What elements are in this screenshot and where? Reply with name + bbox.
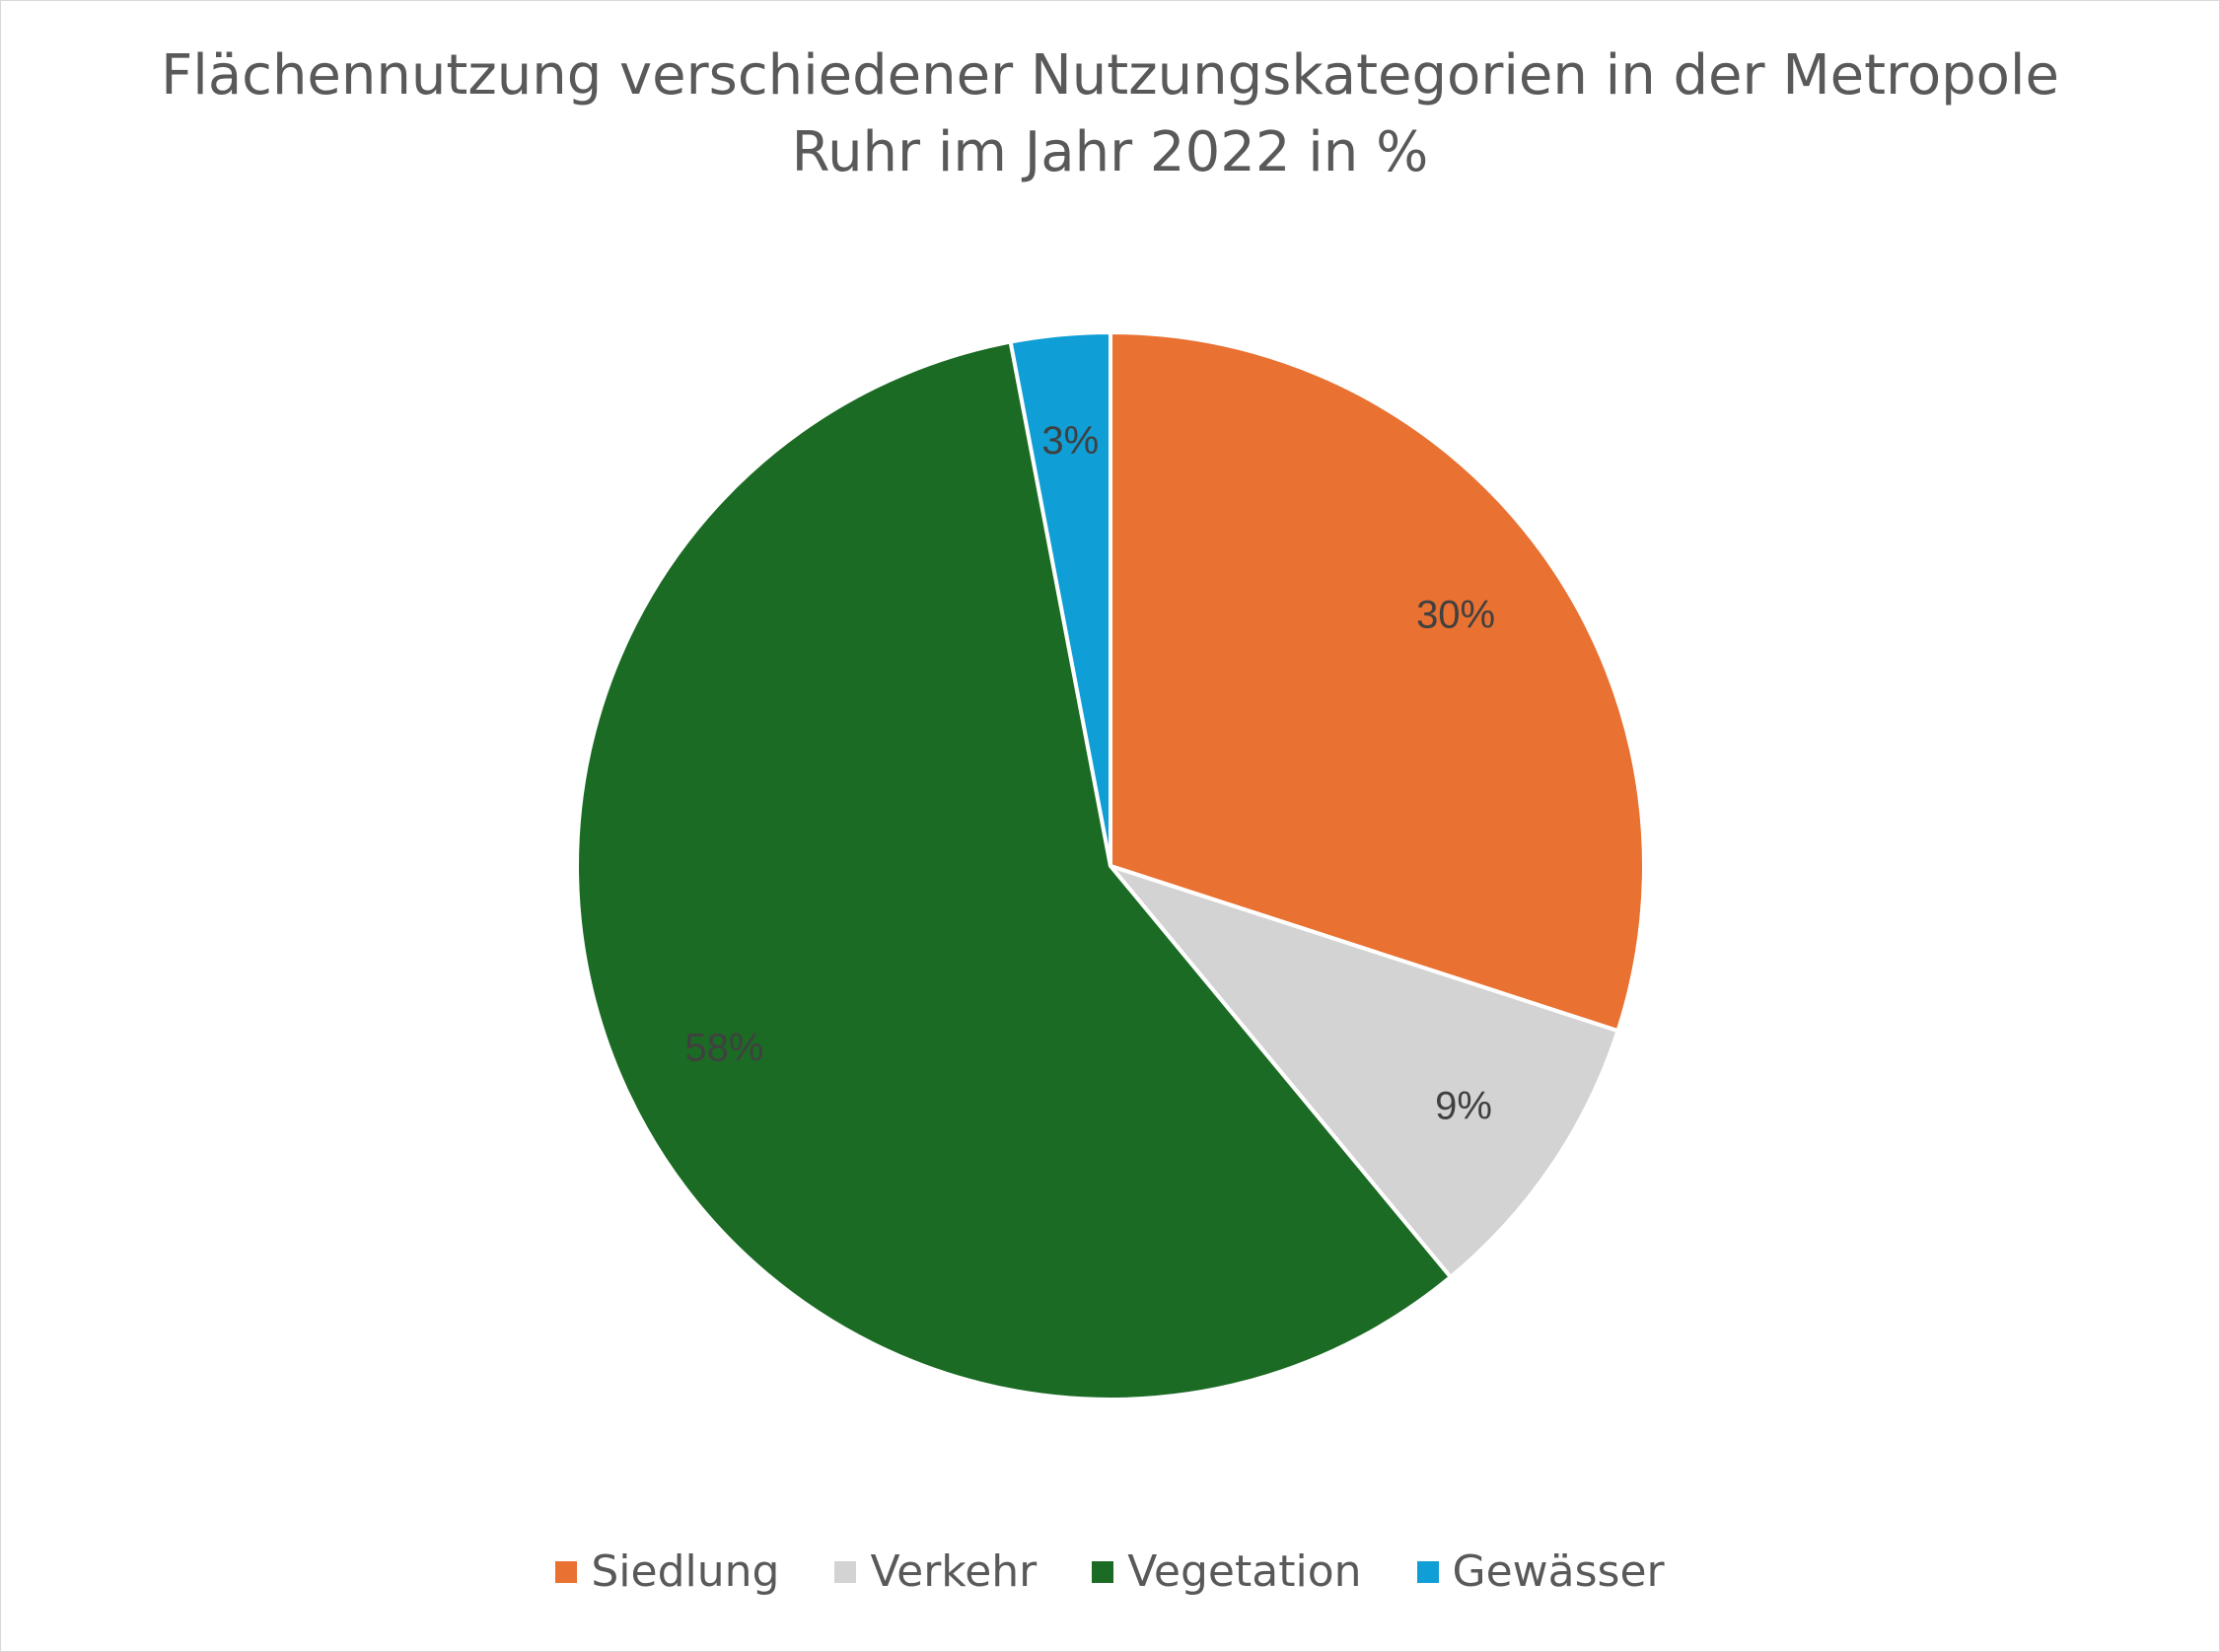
data-label-siedlung: 30% xyxy=(1416,594,1495,637)
pie-slice-verkehr[interactable] xyxy=(1109,864,1620,1279)
legend-swatch-verkehr xyxy=(834,1560,857,1583)
legend-swatch-vegetation xyxy=(1092,1560,1114,1583)
pie-slice-gewsser[interactable] xyxy=(1008,330,1112,868)
pie-slice-siedlung[interactable] xyxy=(1109,330,1646,1034)
chart-title-line-1: Flächennutzung verschiedener Nutzungskat… xyxy=(161,43,2059,108)
legend: Siedlung Verkehr Vegetation Gewässer xyxy=(0,1546,2220,1597)
legend-item-verkehr[interactable]: Verkehr xyxy=(834,1546,1037,1597)
legend-item-gewaesser[interactable]: Gewässer xyxy=(1416,1546,1665,1597)
legend-label-vegetation: Vegetation xyxy=(1127,1546,1362,1597)
legend-label-gewaesser: Gewässer xyxy=(1452,1546,1665,1597)
chart-title: Flächennutzung verschiedener Nutzungskat… xyxy=(0,37,2220,191)
legend-swatch-gewaesser xyxy=(1416,1560,1439,1583)
pie-slice-vegetation[interactable] xyxy=(575,339,1453,1401)
legend-item-vegetation[interactable]: Vegetation xyxy=(1092,1546,1362,1597)
legend-label-siedlung: Siedlung xyxy=(591,1546,780,1597)
data-label-verkehr: 9% xyxy=(1435,1084,1492,1127)
legend-swatch-siedlung xyxy=(555,1560,578,1583)
legend-item-siedlung[interactable]: Siedlung xyxy=(555,1546,779,1597)
data-label-gewsser: 3% xyxy=(1041,419,1099,463)
legend-label-verkehr: Verkehr xyxy=(870,1546,1038,1597)
chart-title-line-2: Ruhr im Jahr 2022 in % xyxy=(791,120,1429,184)
data-label-vegetation: 58% xyxy=(684,1026,763,1069)
